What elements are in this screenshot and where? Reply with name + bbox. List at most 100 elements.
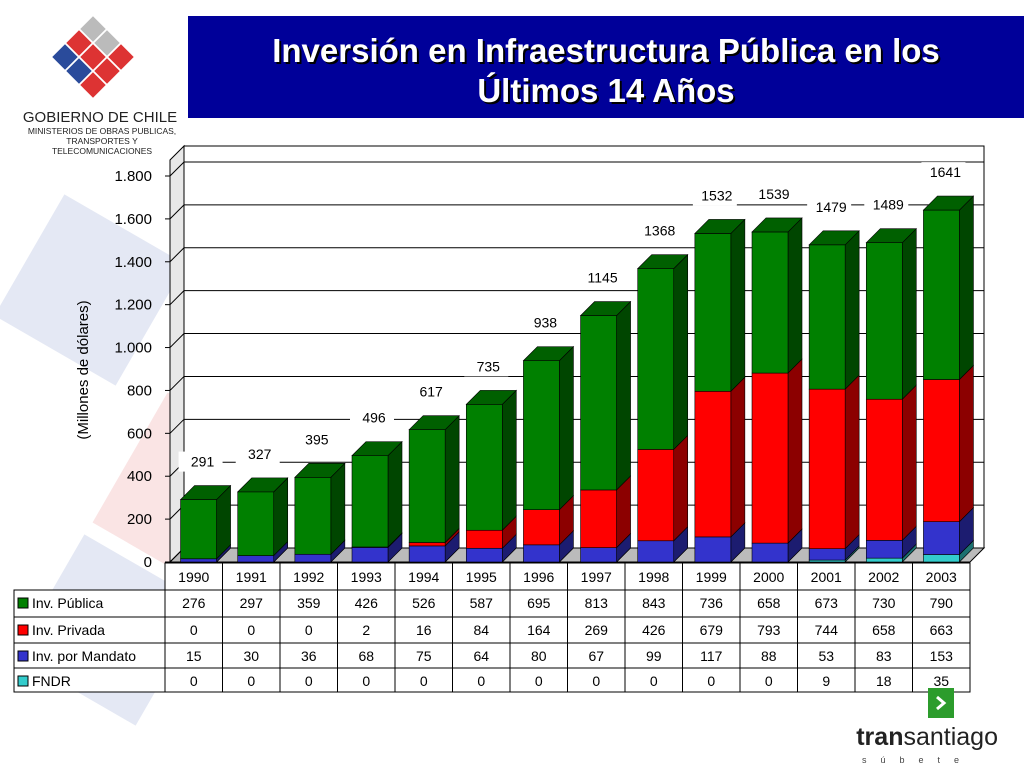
- table-value: 36: [301, 648, 317, 664]
- bar-front: [809, 245, 845, 389]
- table-value: 744: [815, 622, 839, 638]
- table-value: 16: [416, 622, 432, 638]
- x-tick-label: 2001: [811, 569, 842, 585]
- y-tick-label: 1.400: [114, 254, 152, 271]
- table-value: 843: [642, 595, 666, 611]
- x-tick-label: 1997: [581, 569, 612, 585]
- table-value: 84: [473, 622, 489, 638]
- bar-side: [959, 196, 973, 379]
- table-value: 695: [527, 595, 551, 611]
- floor: [170, 548, 984, 562]
- y-tick-label: 0: [144, 554, 152, 571]
- bar-segment: [752, 359, 802, 543]
- bar-side: [788, 218, 802, 373]
- bar-side: [731, 377, 745, 537]
- x-tick-label: 1998: [638, 569, 669, 585]
- bar-segment: [809, 231, 859, 389]
- table-value: 587: [470, 595, 494, 611]
- y-tick-label: 1.200: [114, 297, 152, 314]
- bar-side: [845, 375, 859, 549]
- total-label: 496: [362, 410, 386, 426]
- table-value: 0: [765, 673, 773, 689]
- bar-segment: [466, 390, 516, 530]
- bar-front: [638, 449, 674, 540]
- table-value: 359: [297, 595, 321, 611]
- table-value: 679: [700, 622, 724, 638]
- bar-front: [409, 542, 445, 545]
- bar-front: [523, 510, 559, 545]
- bar-segment: [238, 478, 288, 556]
- total-label: 1489: [873, 197, 904, 213]
- footer-brand: transantiago: [856, 723, 998, 751]
- bar-side: [331, 463, 345, 554]
- bar-side: [559, 347, 573, 510]
- legend-swatch: [18, 676, 28, 686]
- bar-segment: [352, 442, 402, 547]
- x-tick-label: 2003: [926, 569, 957, 585]
- x-tick-label: 1996: [523, 569, 554, 585]
- bar-front: [238, 492, 274, 556]
- bar-front: [695, 233, 731, 391]
- table-value: 80: [531, 648, 547, 664]
- bar-front: [695, 391, 731, 537]
- bar-segment: [866, 385, 916, 540]
- bar-front: [866, 399, 902, 540]
- total-label: 395: [305, 431, 329, 447]
- table-value: 658: [757, 595, 781, 611]
- table-value: 153: [930, 648, 954, 664]
- legend-swatch: [18, 598, 28, 608]
- bar-front: [295, 554, 331, 562]
- bar-segment: [409, 416, 459, 543]
- total-label: 1641: [930, 164, 961, 180]
- table-value: 790: [930, 595, 954, 611]
- table-value: 68: [358, 648, 374, 664]
- total-label: 938: [534, 315, 558, 331]
- table-value: 663: [930, 622, 954, 638]
- bar-side: [902, 229, 916, 400]
- table-value: 83: [876, 648, 892, 664]
- bar-side: [617, 302, 631, 490]
- bar-segment: [295, 463, 345, 554]
- table-value: 88: [761, 648, 777, 664]
- x-tick-label: 1991: [236, 569, 267, 585]
- bar-side: [959, 366, 973, 522]
- table-value: 426: [642, 622, 666, 638]
- table-value: 0: [362, 673, 370, 689]
- table-value: 269: [585, 622, 609, 638]
- table-value: 0: [305, 673, 313, 689]
- nav-button[interactable]: [928, 688, 954, 718]
- bar-segment: [923, 366, 973, 522]
- bar-segment: [638, 255, 688, 450]
- bar-front: [352, 547, 388, 562]
- y-tick-label: 1.600: [114, 211, 152, 228]
- table-value: 297: [240, 595, 264, 611]
- bar-segment: [809, 375, 859, 549]
- legend-label: Inv. Pública: [32, 595, 104, 611]
- table-value: 67: [588, 648, 604, 664]
- bar-side: [902, 385, 916, 540]
- table-value: 0: [650, 673, 658, 689]
- x-tick-label: 1995: [466, 569, 497, 585]
- table-value: 736: [700, 595, 724, 611]
- bar-segment: [866, 229, 916, 400]
- bar-side: [845, 231, 859, 389]
- bar-side: [788, 359, 802, 543]
- legend-swatch: [18, 625, 28, 635]
- bar-front: [866, 243, 902, 400]
- table-value: 164: [527, 622, 551, 638]
- footer-tagline: súbete: [862, 755, 973, 765]
- total-label: 291: [191, 454, 215, 470]
- legend-label: Inv. Privada: [32, 622, 105, 638]
- table-value: 673: [815, 595, 839, 611]
- bar-front: [695, 537, 731, 562]
- bar-front: [866, 558, 902, 562]
- table-value: 0: [247, 673, 255, 689]
- logo-line: TELECOMUNICACIONES: [52, 146, 152, 156]
- table-value: 53: [818, 648, 834, 664]
- table-value: 0: [247, 622, 255, 638]
- bar-front: [752, 232, 788, 373]
- total-label: 617: [419, 384, 443, 400]
- table-value: 0: [707, 673, 715, 689]
- bar-side: [445, 416, 459, 543]
